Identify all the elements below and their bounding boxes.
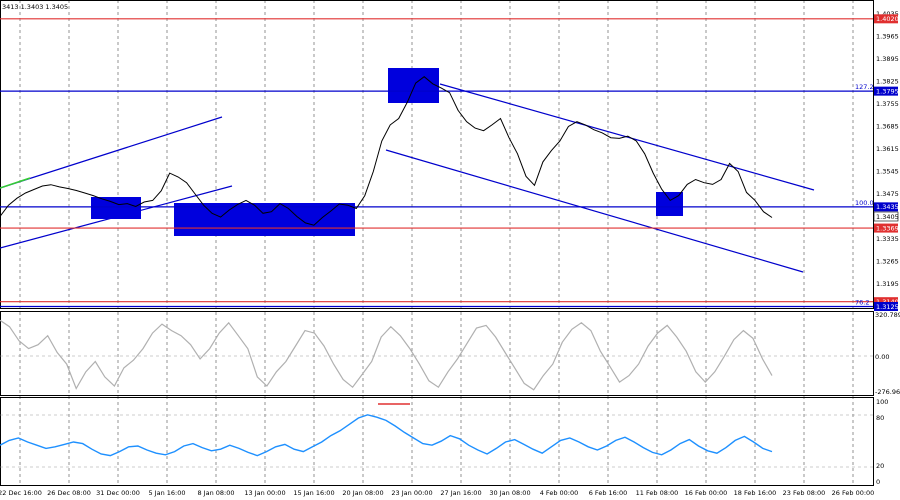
red-level-low-label: 1.3140	[876, 298, 899, 306]
rsi-tick-label: 20	[876, 462, 884, 470]
y-tick-label: 1.3545	[876, 168, 899, 176]
price-axis: 1.4035 1.3965 1.3895 1.3825 1.3755 1.3685 1.36…	[876, 10, 899, 288]
y-tick-label: 1.4035	[876, 10, 899, 18]
x-tick-label: 22 Dec 16:00	[0, 489, 42, 497]
fibo-100-label: 1.3435	[876, 203, 899, 211]
red-level-mid-tag	[874, 223, 898, 233]
ohlc-header: 3413 1.3403 1.3405	[2, 3, 68, 11]
zones	[91, 68, 683, 236]
y-tick-label: 1.3195	[876, 280, 899, 288]
x-tick-label: 18 Feb 16:00	[734, 489, 777, 497]
x-tick-label: 27 Jan 16:00	[440, 489, 481, 497]
y-tick-label: 1.3615	[876, 145, 899, 153]
x-tick-label: 11 Feb 08:00	[636, 489, 679, 497]
x-tick-label: 6 Feb 16:00	[589, 489, 628, 497]
x-tick-label: 16 Feb 00:00	[685, 489, 728, 497]
x-tick-label: 31 Dec 00:00	[96, 489, 140, 497]
x-tick-label: 13 Jan 00:00	[244, 489, 285, 497]
time-axis: 22 Dec 16:00 26 Dec 08:00 31 Dec 00:00 5 Ja…	[0, 489, 874, 497]
oscillator-line	[0, 319, 773, 391]
price-series-line	[0, 76, 773, 226]
fibo-127-label: 1.3795	[876, 87, 899, 95]
current-price-tag: 1.3405	[873, 211, 899, 222]
fibo-low-fibo-tag: 76.2	[855, 299, 869, 307]
grid-layer	[19, 0, 854, 485]
red-level-top-label: 1.4020	[876, 15, 899, 23]
rsi-panel	[0, 397, 874, 486]
zone-box-2	[174, 203, 355, 236]
x-tick-label: 26 Dec 08:00	[47, 489, 91, 497]
red-level-mid-label: 1.3369	[876, 224, 899, 232]
x-tick-label: 15 Jan 16:00	[293, 489, 334, 497]
x-tick-label: 5 Jan 16:00	[148, 489, 185, 497]
oscillator-zero-label: 0.00	[875, 353, 889, 361]
oscillator-bottom-label: -276.9604	[875, 388, 900, 396]
x-tick-label: 30 Jan 08:00	[489, 489, 530, 497]
x-tick-label: 23 Jan 00:00	[391, 489, 432, 497]
y-tick-label: 1.3265	[876, 258, 899, 266]
ascending-channel-upper	[0, 116, 223, 189]
fibo-127-fibo-tag: 127.2	[855, 83, 874, 91]
fibo-100-tag	[874, 202, 898, 212]
descending-channel-upper	[439, 83, 815, 191]
red-level-top-tag	[874, 14, 898, 24]
price-panel	[0, 0, 874, 309]
y-tick-label: 1.3475	[876, 190, 899, 198]
y-tick-label: 1.3755	[876, 100, 899, 108]
x-tick-label: 8 Jan 08:00	[197, 489, 234, 497]
fibo-100-fibo-tag: 100.0	[855, 199, 874, 207]
zone-box-3	[388, 68, 439, 103]
oscillator-top-label: 320.7896	[875, 311, 900, 319]
zone-box-1	[91, 197, 141, 219]
red-level-low-tag	[874, 297, 898, 307]
x-tick-label: 23 Feb 08:00	[783, 489, 826, 497]
oscillator-panel	[0, 311, 874, 396]
descending-channel-lower	[385, 149, 804, 273]
x-tick-label: 20 Jan 08:00	[342, 489, 383, 497]
rsi-tick-label: 0	[876, 478, 880, 486]
y-tick-label: 1.3825	[876, 78, 899, 86]
x-tick-label: 26 Feb 00:00	[832, 489, 875, 497]
fibo-127-tag	[874, 86, 898, 96]
rsi-axis: 100 80 20 0	[876, 398, 888, 486]
green-segment	[0, 177, 31, 189]
fibo-low-label: 1.3125	[876, 303, 899, 311]
y-tick-label: 1.3895	[876, 55, 899, 63]
rsi-line	[0, 414, 773, 457]
y-tick-label: 1.3335	[876, 235, 899, 243]
rsi-tick-label: 80	[876, 414, 884, 422]
y-tick-label: 1.3965	[876, 33, 899, 41]
fibo-low-tag	[874, 302, 898, 311]
current-price-label: 1.3405	[876, 213, 899, 221]
y-tick-label: 1.3685	[876, 123, 899, 131]
x-tick-label: 4 Feb 00:00	[540, 489, 579, 497]
rsi-tick-label: 100	[876, 398, 888, 406]
